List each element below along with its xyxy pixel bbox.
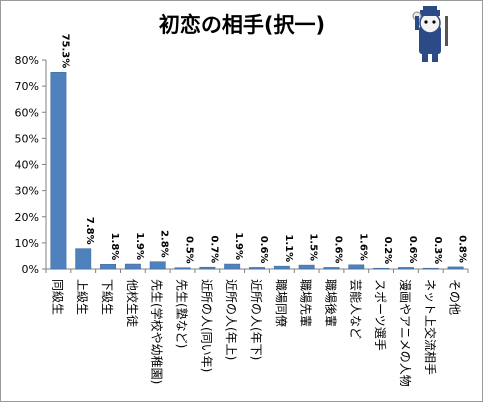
data-label: 0.8% <box>457 235 468 263</box>
y-tick-label: 0% <box>22 263 39 276</box>
y-tick-label: 10% <box>15 237 39 250</box>
bar <box>249 267 265 270</box>
data-label: 1.5% <box>308 233 319 261</box>
category-label: 先生(塾など) <box>175 279 190 348</box>
data-label: 7.8% <box>84 217 95 245</box>
bar <box>373 267 390 270</box>
category-label: スポーツ選手 <box>373 279 387 351</box>
y-tick-label: 40% <box>15 159 39 172</box>
data-labels: 75.3% 7.8% 1.8% 1.9% 2.8% 0.5% 0.7% 1.9% 0.6% 1.1… <box>59 34 467 265</box>
y-tick-label: 80% <box>15 54 39 67</box>
category-label: 近所の人(同い年) <box>199 279 213 372</box>
category-label: 職場先輩 <box>299 279 314 327</box>
category-label: 職場後輩 <box>323 279 338 327</box>
category-label: 他校生徒 <box>125 279 140 327</box>
category-label: ネット上交流相手 <box>423 279 438 375</box>
category-label: 漫画やアニメの人物 <box>398 279 412 387</box>
bar <box>348 264 365 270</box>
chart-title: 初恋の相手(択一) <box>159 13 325 37</box>
bar <box>447 266 464 270</box>
bar <box>124 263 141 270</box>
bar <box>323 267 340 270</box>
category-label: 近所の人(年下) <box>249 279 263 360</box>
bar <box>50 72 67 270</box>
data-label: 0.3% <box>432 236 443 264</box>
category-label: 同級生 <box>50 279 64 315</box>
y-tick-label: 70% <box>15 80 39 93</box>
category-labels: 同級生 上級生 下級生 他校生徒 先生(学校や幼稚園) 先生(塾など) 近所の人(同い年) 近… <box>50 279 461 387</box>
category-label: 芸能人など <box>348 279 362 339</box>
data-label: 1.9% <box>134 232 145 260</box>
category-label: 近所の人(年上) <box>224 279 238 360</box>
y-tick-label: 30% <box>15 185 39 198</box>
data-label: 0.6% <box>332 236 343 264</box>
y-tick-label: 50% <box>15 132 39 145</box>
data-label: 0.5% <box>184 236 195 264</box>
y-tick-label: 20% <box>15 211 39 224</box>
data-label: 1.6% <box>357 233 368 261</box>
data-label: 2.8% <box>159 230 170 258</box>
category-label: 職場同僚 <box>274 279 289 327</box>
bar <box>75 248 92 270</box>
bar <box>273 265 290 270</box>
y-tick-label: 60% <box>15 106 39 119</box>
bar <box>174 267 191 270</box>
data-label: 1.1% <box>283 234 294 262</box>
category-label: 先生(学校や幼稚園) <box>150 279 165 384</box>
y-axis: 0% 10% 20% 30% 40% 50% 60% 70% 80% <box>15 54 469 276</box>
category-label: その他 <box>448 279 462 315</box>
data-label: 1.9% <box>233 232 244 260</box>
data-label: 0.7% <box>208 235 219 263</box>
bar <box>100 264 117 270</box>
data-label: 0.6% <box>407 236 418 264</box>
category-label: 上級生 <box>75 279 89 315</box>
bar <box>149 261 166 270</box>
bar <box>397 267 414 270</box>
bar <box>224 263 241 270</box>
data-label: 0.2% <box>382 236 393 264</box>
data-label: 1.8% <box>109 233 120 261</box>
bars <box>50 72 464 270</box>
bar <box>422 267 439 270</box>
bar <box>298 264 315 270</box>
mascot-character-icon <box>412 6 448 62</box>
bar <box>199 266 216 270</box>
category-label: 下級生 <box>100 279 114 315</box>
data-label: 0.6% <box>258 236 269 264</box>
data-label: 75.3% <box>59 34 70 69</box>
